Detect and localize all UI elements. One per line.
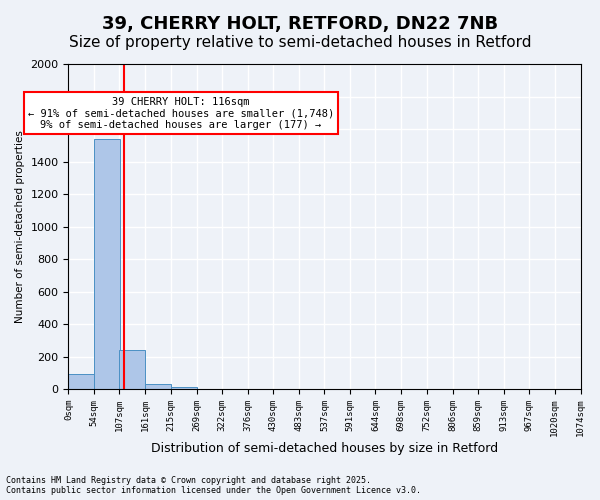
Text: 39 CHERRY HOLT: 116sqm
← 91% of semi-detached houses are smaller (1,748)
9% of s: 39 CHERRY HOLT: 116sqm ← 91% of semi-det…: [28, 96, 334, 130]
Bar: [145, 384, 171, 389]
Y-axis label: Number of semi-detached properties: Number of semi-detached properties: [15, 130, 25, 323]
Bar: [94, 139, 120, 389]
Bar: [171, 388, 197, 389]
Bar: [119, 350, 145, 389]
Text: Contains HM Land Registry data © Crown copyright and database right 2025.
Contai: Contains HM Land Registry data © Crown c…: [6, 476, 421, 495]
Text: 39, CHERRY HOLT, RETFORD, DN22 7NB: 39, CHERRY HOLT, RETFORD, DN22 7NB: [102, 15, 498, 33]
X-axis label: Distribution of semi-detached houses by size in Retford: Distribution of semi-detached houses by …: [151, 442, 498, 455]
Bar: [68, 374, 94, 389]
Text: Size of property relative to semi-detached houses in Retford: Size of property relative to semi-detach…: [69, 35, 531, 50]
